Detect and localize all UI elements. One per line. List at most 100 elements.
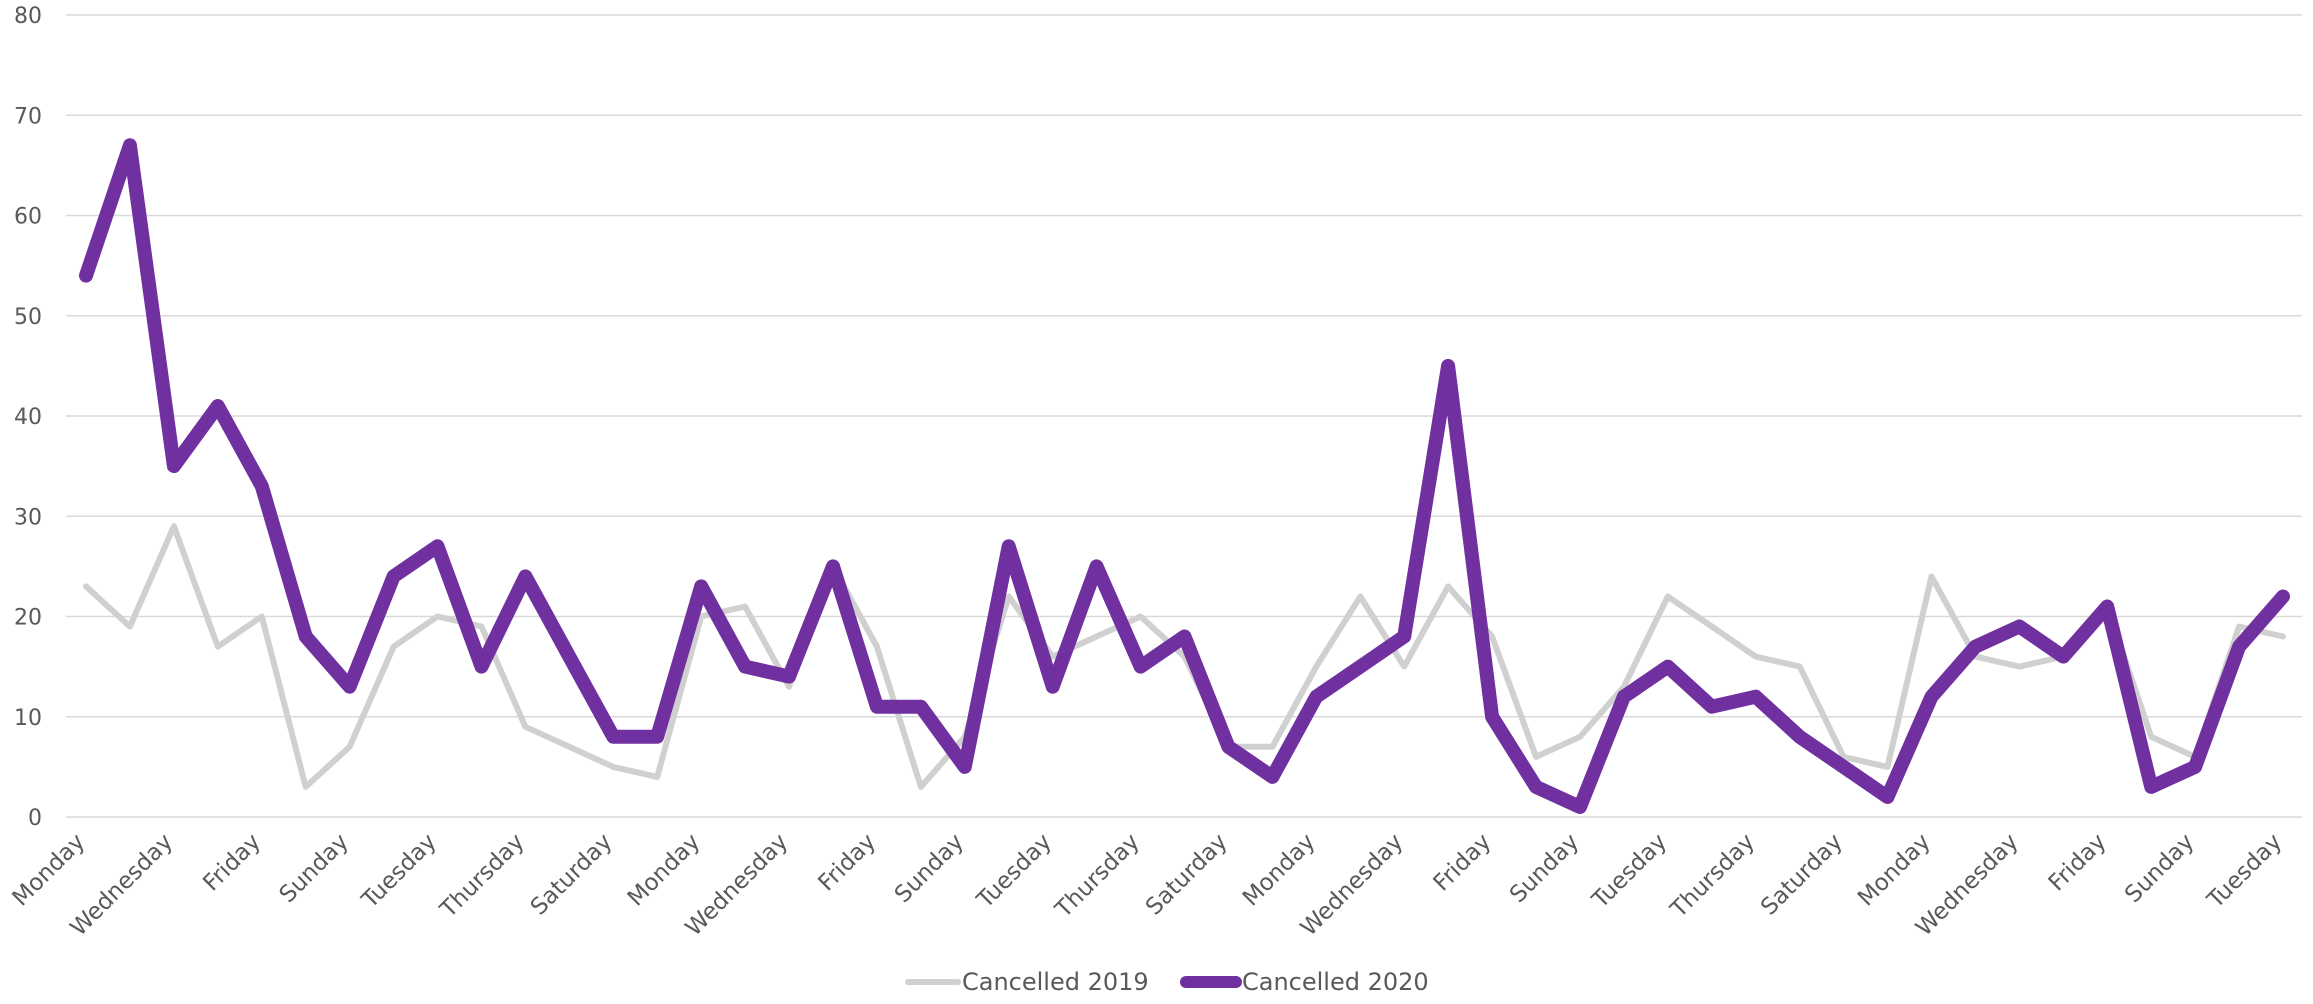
data-point [1271,776,1273,778]
data-point [2282,595,2284,597]
data-point [700,585,702,587]
x-tick-label: Thursday [1665,829,1760,924]
x-tick-label: Sunday [890,829,969,908]
x-tick-label: Thursday [1050,829,1145,924]
x-tick-label: Thursday [435,829,530,924]
data-point [261,485,263,487]
data-point [1052,656,1054,658]
data-point [85,585,87,587]
y-gridlines [66,14,2302,818]
x-tick-label: Monday [1238,829,1321,912]
data-point [480,666,482,668]
data-point [1887,766,1889,768]
data-point [1403,666,1405,668]
data-point [656,776,658,778]
series-lines [79,138,2290,814]
data-point [393,575,395,577]
data-point [1184,656,1185,658]
data-point [788,676,790,678]
data-point [217,405,219,407]
y-tick-label: 40 [14,405,42,430]
y-tick-label: 80 [14,4,42,29]
data-point [305,636,307,638]
data-point [2150,736,2152,738]
y-tick-label: 50 [14,305,42,330]
data-point [1623,686,1625,688]
data-point [393,646,395,648]
x-tick-label: Friday [198,829,266,897]
data-point [700,616,702,617]
data-point [437,616,439,617]
data-point [876,646,878,648]
data-point [261,616,263,617]
data-point [1315,666,1317,668]
data-point [1008,545,1010,547]
x-tick-label: Tuesday [972,829,1057,914]
data-point [1843,756,1845,758]
data-point [876,706,878,708]
data-point [2238,646,2240,648]
data-point [1447,585,1449,587]
y-tick-label: 30 [14,505,42,530]
data-point [1052,686,1054,688]
data-point [1579,806,1581,808]
data-point [1359,666,1361,668]
data-point [1843,766,1845,768]
data-point [349,746,351,748]
data-point [480,626,482,628]
data-point [1755,696,1757,698]
data-point [1799,666,1801,668]
y-tick-label: 10 [14,706,42,731]
data-point [437,545,439,547]
data-point [2194,766,2196,768]
data-point [1447,365,1449,367]
data-point [1579,736,1581,738]
series-line-cancelled-2020 [79,138,2290,814]
data-point [1799,736,1801,738]
data-point [1974,646,1976,648]
data-point [524,726,526,728]
legend: Cancelled 2019 Cancelled 2020 [905,968,1429,996]
data-point [1887,796,1889,798]
data-point [1667,595,1669,597]
data-point [173,525,175,527]
x-tick-label: Friday [813,829,881,897]
data-point [1930,575,1932,577]
x-tick-label: Monday [623,829,706,912]
x-tick-label: Monday [1853,829,1936,912]
data-point [568,746,570,748]
data-point [173,465,175,467]
data-point [1623,696,1625,698]
data-point [2062,656,2064,658]
data-point [349,686,351,688]
data-point [1491,716,1493,718]
data-point [2282,636,2284,638]
data-point [1930,696,1932,698]
data-point [305,786,307,788]
x-tick-label: Sunday [1505,829,1584,908]
data-point [920,786,922,788]
data-point [2106,605,2108,607]
data-point [1711,626,1713,628]
data-point [1271,746,1273,748]
y-tick-label: 20 [14,606,42,631]
data-point [1755,656,1757,658]
y-tick-label: 70 [14,104,42,129]
x-tick-label: Sunday [2120,829,2199,908]
legend-label-cancelled-2019: Cancelled 2019 [962,968,1149,996]
x-tick-label: Saturday [1141,829,1233,921]
data-point [2238,626,2240,628]
data-point [524,575,526,577]
data-point [1315,696,1317,698]
data-point [612,766,614,768]
data-point [2150,786,2152,788]
data-point [217,646,219,648]
data-point [1096,636,1098,638]
data-point [1359,595,1361,597]
x-tick-label: Friday [2044,829,2112,897]
data-point [1140,616,1142,617]
data-point [788,686,790,688]
data-point [2018,666,2020,668]
x-tick-label: Friday [1429,829,1497,897]
